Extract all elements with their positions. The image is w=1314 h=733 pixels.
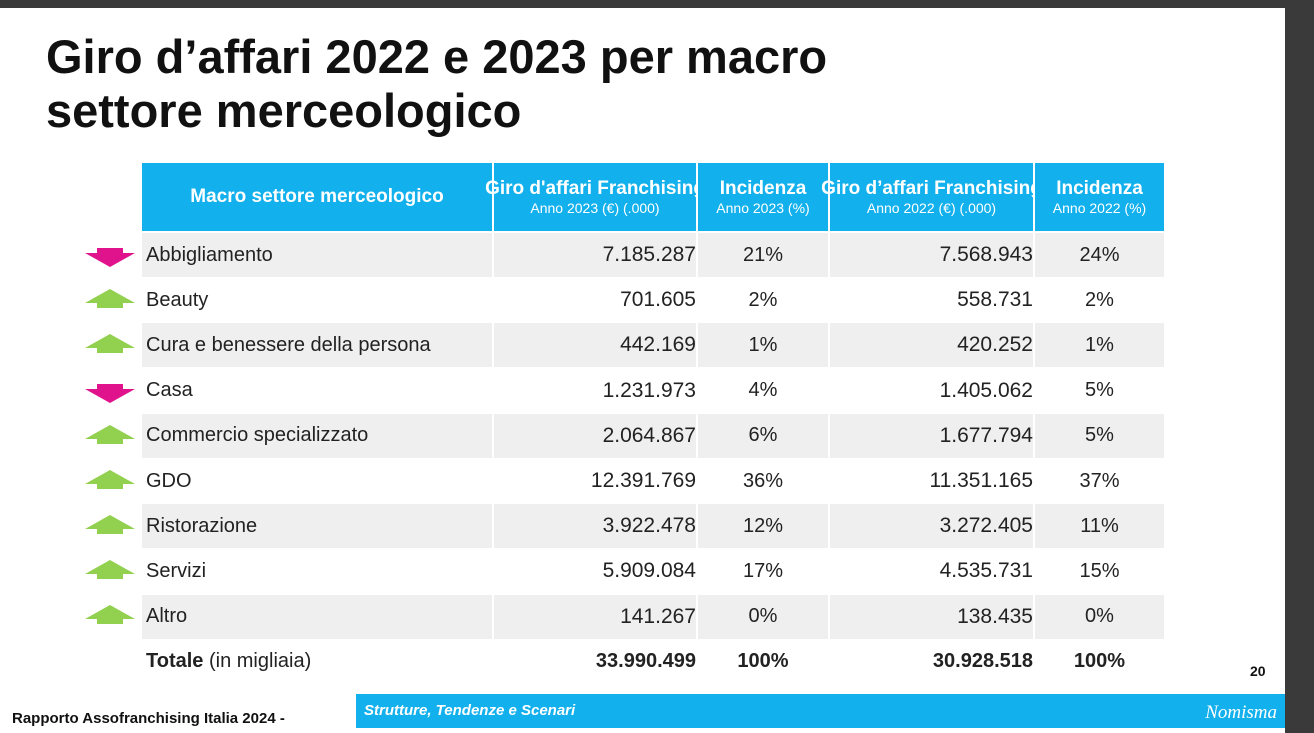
total-label: Totale (146, 650, 204, 673)
total-note: (in migliaia) (208, 650, 312, 673)
header-sublabel: Anno 2022 (%) (1052, 199, 1147, 216)
header-cell: Macro settore merceologico (142, 163, 492, 231)
table-cell: 11.351.165 (929, 469, 1033, 492)
footer-subtitle: Strutture, Tendenze e Scenari (364, 702, 576, 719)
total-cell: 100% (737, 650, 789, 673)
total-cell: 33.990.499 (595, 650, 696, 673)
table-cell: 37% (1079, 469, 1120, 492)
header-label: Giro d’affari Franchising (821, 178, 1042, 200)
table-cell: 420.252 (830, 323, 1033, 368)
table-cell: 0% (1035, 594, 1164, 639)
table-cell: 1.677.794 (830, 413, 1033, 458)
arrow-up (85, 605, 135, 624)
arrow-down (85, 248, 135, 267)
table-cell: 24% (1035, 233, 1164, 277)
slide: Giro d’affari 2022 e 2023 per macro sett… (0, 8, 1285, 733)
table-cell: 3.922.478 (494, 504, 696, 549)
title-line: settore merceologico (46, 84, 522, 137)
header-cell: Giro d’affari Franchising Anno 2022 (€) (… (821, 163, 1042, 231)
table-cell: 2.064.867 (494, 413, 696, 458)
header-label: Giro d'affari Franchising (485, 178, 705, 200)
table-cell: 2% (1085, 288, 1114, 311)
arrow-up (85, 515, 135, 534)
total-cell: 30.928.518 (932, 650, 1033, 673)
table-cell: GDO (146, 469, 192, 492)
table-cell: 12% (698, 504, 828, 549)
table-cell: Casa (146, 379, 193, 402)
table-cell: 7.568.943 (830, 233, 1033, 277)
header-sublabel: Anno 2023 (%) (716, 199, 810, 216)
table-cell: 1% (1035, 323, 1164, 368)
table-cell: Beauty (146, 288, 209, 311)
footer-report: Rapporto Assofranchising Italia 2024 - (12, 710, 285, 727)
table-cell: 6% (698, 413, 828, 458)
header-cell: Incidenza Anno 2022 (%) (1035, 163, 1164, 231)
arrow-up (85, 425, 135, 444)
table-cell: 3.272.405 (830, 504, 1033, 549)
page-number: 20 (1250, 663, 1266, 679)
table-cell: Abbigliamento (142, 233, 492, 277)
table-cell: 2% (748, 288, 778, 311)
table-cell: 1% (698, 323, 828, 368)
header-label: Macro settore merceologico (190, 186, 444, 208)
table-cell: 15% (1079, 559, 1120, 582)
footer-bar: Strutture, Tendenze e Scenari Nomisma (356, 694, 1285, 728)
table-cell: 4% (748, 379, 778, 402)
table-cell: 4.535.731 (939, 559, 1033, 583)
table-cell: 17% (742, 559, 784, 582)
table-cell: 558.731 (957, 288, 1033, 312)
header-sublabel: Anno 2023 (€) (.000) (530, 199, 660, 216)
header-cell: Incidenza Anno 2023 (%) (698, 163, 828, 231)
arrow-up (85, 334, 135, 353)
table-cell: Altro (142, 594, 492, 639)
table-cell: 5.909.084 (602, 559, 696, 583)
total-cell: 100% (1073, 650, 1126, 673)
table-cell: 138.435 (830, 594, 1033, 639)
table-cell: 36% (742, 469, 784, 492)
table-cell: 5% (1035, 413, 1164, 458)
arrow-up (85, 470, 135, 489)
title-line: Giro d’affari 2022 e 2023 per macro (46, 30, 828, 83)
table-cell: 21% (698, 233, 828, 277)
table-cell: 442.169 (494, 323, 696, 368)
total-label-cell: Totale (in migliaia) (142, 640, 492, 684)
footer-brand: Nomisma (1205, 702, 1277, 723)
table-cell: Ristorazione (142, 504, 492, 549)
arrow-down (85, 384, 135, 403)
table-cell: Servizi (146, 559, 207, 582)
header-cell: Giro d'affari Franchising Anno 2023 (€) (… (485, 163, 705, 231)
header-label: Incidenza (1056, 178, 1143, 200)
table-cell: 1.231.973 (602, 378, 696, 402)
arrow-up (85, 560, 135, 579)
table-cell: 12.391.769 (590, 469, 696, 492)
table-cell: 701.605 (620, 288, 696, 312)
table-cell: Commercio specializzato (142, 413, 492, 458)
table-cell: 141.267 (494, 594, 696, 639)
header-label: Incidenza (719, 178, 807, 200)
arrow-up (85, 289, 135, 308)
table-cell: 11% (1035, 504, 1164, 549)
trend-arrows (85, 248, 135, 624)
table-cell: 1.405.062 (939, 378, 1033, 402)
table-cell: 0% (698, 594, 828, 639)
table-cell: 5% (1085, 379, 1114, 402)
table-cell: Cura e benessere della persona (142, 323, 492, 368)
header-sublabel: Anno 2022 (€) (.000) (866, 199, 997, 216)
table-cell: 7.185.287 (494, 233, 696, 277)
